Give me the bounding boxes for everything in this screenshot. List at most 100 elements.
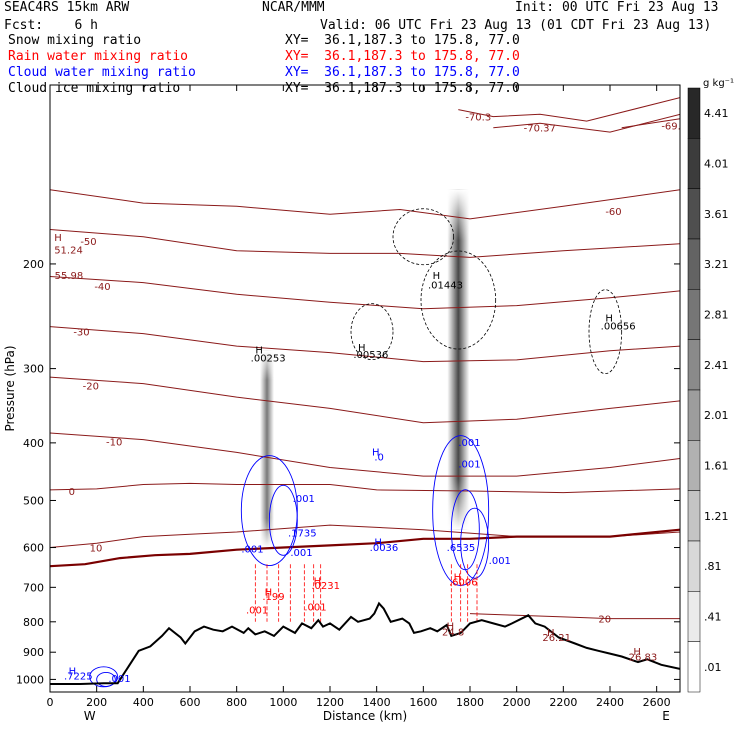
contour-annotation: .001: [108, 674, 130, 685]
x-tick-label: 2600: [643, 696, 671, 709]
colorbar-segment: [687, 591, 701, 642]
contour-annotation: .199: [262, 592, 284, 603]
y-tick-label: 300: [23, 363, 44, 376]
colorbar-segment: [687, 490, 701, 542]
contour-annotation: H: [372, 447, 380, 458]
legend-label: Cloud water mixing ratio: [8, 65, 196, 80]
y-tick-label: 200: [23, 258, 44, 271]
contour-annotation: H: [547, 628, 555, 639]
cloud-water-contour: [96, 671, 116, 687]
east-label: E: [662, 709, 670, 723]
temperature-contour-label: 0: [69, 487, 75, 498]
contour-annotation: .6006: [449, 577, 478, 588]
cloud-water-contour: [89, 666, 119, 688]
cloud-water-contour: [240, 455, 298, 567]
x-tick-label: 200: [86, 696, 107, 709]
x-tick-label: 400: [133, 696, 154, 709]
contour-annotation: H: [433, 271, 441, 282]
contour-annotation: .00536: [353, 350, 388, 361]
contour-annotation: .7225: [64, 671, 93, 682]
x-tick-label: 1800: [456, 696, 484, 709]
contour-annotation: H: [69, 667, 77, 678]
legend-label: Rain water mixing ratio: [8, 49, 189, 64]
temperature-contour-label: 20: [598, 615, 611, 626]
contour-annotation: .0: [374, 452, 384, 463]
colorbar-segment: [687, 641, 701, 693]
contour-annotation: .001: [458, 459, 480, 470]
x-tick-label: 1200: [316, 696, 344, 709]
x-tick-label: 600: [180, 696, 201, 709]
temperature-contour: [50, 229, 680, 258]
contour-annotation: H: [605, 314, 613, 325]
colorbar-unit: g kg⁻¹: [703, 78, 734, 89]
colorbar-label: 1.21: [704, 510, 729, 523]
colorbar-label: 3.61: [704, 208, 729, 221]
colorbar-label: 2.81: [704, 309, 729, 322]
colorbar-label: 4.01: [704, 158, 729, 171]
y-tick-label: 600: [23, 542, 44, 555]
x-tick-label: 1600: [409, 696, 437, 709]
contour-annotation: .00656: [601, 322, 636, 333]
x-tick-label: 800: [226, 696, 247, 709]
contour-annotation: .001: [241, 545, 263, 556]
contour-annotation: H: [54, 233, 62, 244]
temperature-contour-label: -40: [94, 282, 110, 293]
x-tick-label: 2000: [503, 696, 531, 709]
temperature-contour: [469, 613, 680, 620]
contour-annotation: .01443: [428, 281, 463, 292]
legend-xy: XY= 36.1,187.3 to 175.8, 77.0: [285, 49, 520, 64]
temperature-contour-label: -10: [106, 438, 122, 449]
shaded-column-fade: [447, 189, 470, 530]
contour-annotation: .00253: [251, 354, 286, 365]
colorbar-segment: [687, 440, 701, 491]
contour-annotation: 24.8: [442, 627, 464, 638]
contour-annotation: .0231: [311, 581, 340, 592]
model-title: SEAC4RS 15km ARW: [4, 0, 130, 15]
temperature-contour-label: -70.37: [524, 124, 556, 135]
contour-annotation: H: [314, 576, 322, 587]
colorbar-label: .81: [704, 560, 722, 573]
x-tick-label: 1000: [269, 696, 297, 709]
contour-annotation: 26.83: [629, 653, 658, 664]
temperature-contour: [50, 276, 680, 310]
y-tick-label: 500: [23, 494, 44, 507]
cloud-water-contour: [268, 484, 298, 556]
contour-annotation: H: [447, 622, 455, 633]
temperature-contour-label: -70.3: [465, 113, 491, 124]
temperature-contour: [50, 376, 680, 424]
contour-annotation: H: [255, 346, 263, 357]
west-label: W: [84, 709, 96, 723]
contour-annotation: .001: [304, 602, 326, 613]
colorbar-segment: [687, 389, 701, 441]
x-tick-label: 2200: [549, 696, 577, 709]
temperature-contour-label: -60: [605, 207, 621, 218]
temperature-contour-label: 10: [90, 544, 103, 555]
temperature-contour-label: -69.36: [661, 122, 693, 133]
contour-annotation: .001: [293, 494, 315, 505]
temperature-contour: [50, 482, 680, 494]
y-axis-label: Pressure (hPa): [3, 345, 17, 431]
colorbar-label: .41: [704, 611, 722, 624]
colorbar-segment: [687, 87, 701, 139]
contour-annotation: .001: [246, 606, 268, 617]
init-time: Init: 00 UTC Fri 23 Aug 13: [515, 0, 719, 15]
colorbar-label: 4.41: [704, 107, 729, 120]
center-name: NCAR/MMM: [262, 0, 325, 15]
x-tick-label: 2400: [596, 696, 624, 709]
colorbar-label: 2.01: [704, 409, 729, 422]
cloud-ice-contour: [392, 208, 455, 266]
contour-annotation: H: [265, 587, 273, 598]
legend-xy: XY= 36.1,187.3 to 175.8, 77.0: [285, 65, 520, 80]
plot-frame: [49, 84, 681, 693]
contour-annotation: H: [633, 647, 641, 658]
colorbar-segment: [687, 339, 701, 391]
contour-annotation: 51.24: [54, 245, 83, 256]
temperature-contour-label: -50: [80, 237, 96, 248]
contour-annotation: H: [374, 537, 382, 548]
y-tick-label: 900: [23, 646, 44, 659]
shaded-column-fade: [260, 350, 274, 548]
contour-annotation: .001: [489, 556, 511, 567]
temperature-contour: [50, 189, 680, 220]
freezing-level-line: [50, 528, 680, 568]
